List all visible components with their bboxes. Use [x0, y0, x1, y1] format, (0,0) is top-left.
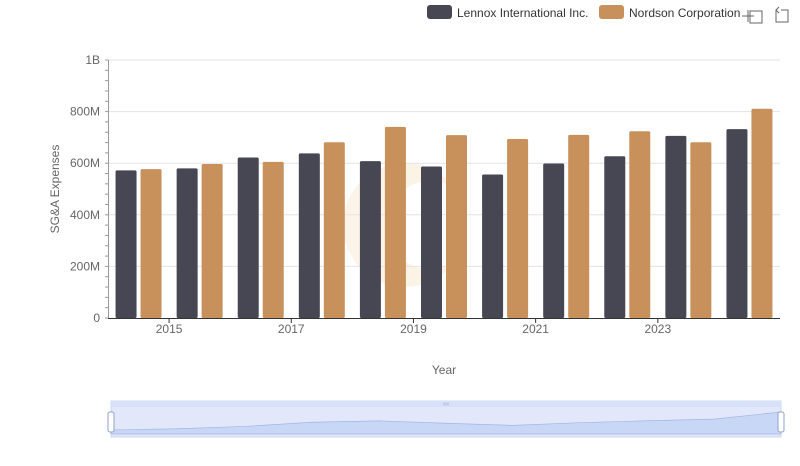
bar-nordson-2014[interactable] [140, 169, 162, 318]
slider-handle-left[interactable] [107, 411, 115, 433]
zoom-icon[interactable] [742, 10, 763, 24]
legend-swatch-nordson [599, 5, 624, 19]
bar-lennox-2021[interactable] [543, 163, 565, 318]
y-tick-labels: 0 200M 400M 600M 800M 1B [70, 53, 100, 325]
x-tick-labels: 2015 2017 2019 2021 2023 [156, 318, 671, 336]
bar-lennox-2019[interactable] [421, 166, 442, 318]
bar-nordson-2018[interactable] [384, 126, 406, 319]
bars [115, 108, 773, 319]
legend[interactable]: Lennox International Inc. Nordson Corpor… [427, 5, 740, 20]
bar-lennox-2018[interactable] [359, 161, 381, 318]
reset-zoom-icon[interactable] [775, 6, 789, 23]
y-tick-label: 0 [93, 311, 100, 325]
bar-nordson-2021[interactable] [568, 134, 590, 318]
bar-lennox-2014[interactable] [115, 170, 137, 318]
bar-nordson-2022[interactable] [629, 131, 651, 318]
bar-lennox-2020[interactable] [482, 174, 504, 318]
x-tick-label: 2021 [522, 322, 549, 336]
bar-lennox-2023[interactable] [665, 135, 687, 318]
x-tick-label: 2015 [156, 322, 183, 336]
y-tick-label: 200M [70, 259, 100, 273]
y-tick-label: 1B [85, 53, 100, 67]
bar-nordson-2020[interactable] [507, 138, 529, 318]
bar-lennox-2022[interactable] [604, 156, 626, 318]
y-axis-title: SG&A Expenses [48, 145, 62, 234]
x-tick-label: 2019 [400, 322, 427, 336]
bar-lennox-2015[interactable] [176, 168, 198, 318]
bar-nordson-2015[interactable] [201, 163, 223, 318]
bar-nordson-2017[interactable] [323, 142, 345, 318]
y-tick-label: 600M [70, 156, 100, 170]
bar-nordson-2024[interactable] [751, 108, 773, 319]
bar-lennox-2016[interactable] [237, 157, 259, 318]
bar-lennox-2024[interactable] [726, 129, 748, 318]
x-axis-title: Year [432, 363, 456, 377]
slider-drag-grip-icon[interactable] [443, 402, 449, 406]
data-zoom-slider[interactable] [107, 400, 785, 438]
slider-handle-right[interactable] [777, 411, 785, 433]
x-tick-label: 2017 [278, 322, 305, 336]
bar-nordson-2023[interactable] [690, 142, 712, 318]
y-minor-ticks [105, 59, 108, 319]
y-tick-label: 400M [70, 208, 100, 222]
legend-item-lennox[interactable]: Lennox International Inc. [427, 5, 588, 20]
x-tick-label: 2023 [644, 322, 671, 336]
bar-nordson-2016[interactable] [262, 161, 284, 318]
y-tick-label: 800M [70, 105, 100, 119]
legend-label-nordson: Nordson Corporation [629, 6, 740, 20]
bar-nordson-2019[interactable] [446, 135, 467, 318]
legend-item-nordson[interactable]: Nordson Corporation [599, 5, 740, 20]
legend-label-lennox: Lennox International Inc. [457, 6, 588, 20]
legend-swatch-lennox [427, 5, 452, 19]
slider-selection[interactable] [111, 407, 781, 437]
bar-lennox-2017[interactable] [298, 153, 320, 318]
